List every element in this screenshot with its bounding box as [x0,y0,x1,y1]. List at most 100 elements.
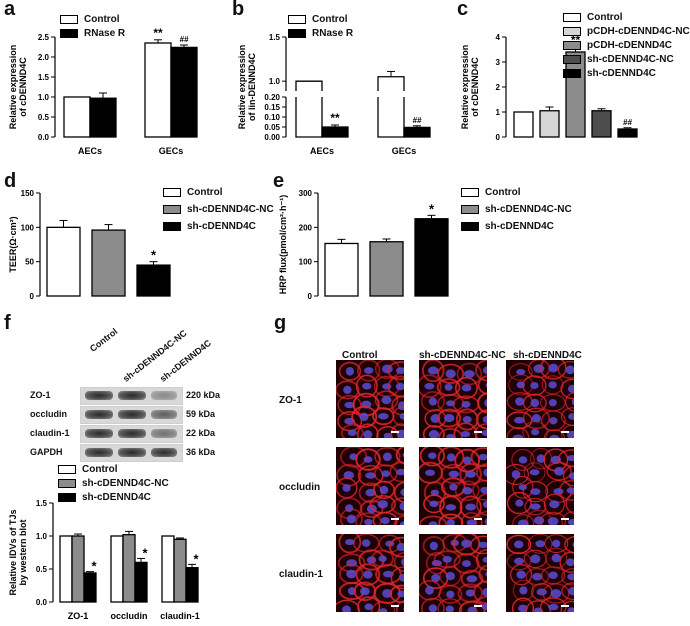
panel-letter-f: f [4,312,11,334]
cell-membrane [540,360,567,380]
nucleus [549,417,558,425]
cell-membrane [437,363,465,384]
legend-swatch [563,12,581,22]
nucleus [397,590,404,598]
nucleus [428,521,438,525]
legend-label: Control [587,11,623,23]
nucleus [548,381,557,389]
nucleus [567,384,574,394]
nucleus [399,412,404,420]
y-tick-label: 0 [308,292,313,301]
nucleus [383,432,392,438]
legend-swatch [563,54,581,64]
nucleus [550,589,562,598]
nucleus [535,540,545,548]
nucleus [396,468,404,476]
nucleus [343,471,354,480]
cell-membrane [561,582,574,601]
nucleus [461,560,472,568]
nucleus [364,603,374,611]
cell-membrane [395,447,404,465]
nucleus [445,571,456,581]
legend-swatch [461,188,479,197]
nucleus [444,414,455,423]
significance-mark: * [91,559,97,574]
grid-row-label: ZO-1 [279,395,302,406]
panel-letter-g: g [274,312,287,334]
nucleus [403,607,404,612]
nucleus [548,363,559,373]
nucleus [515,499,524,507]
nucleus [445,504,457,511]
micrograph [336,447,404,525]
nucleus [429,541,438,551]
micrograph [506,534,574,612]
cell-membrane [510,563,533,586]
cell-membrane [527,534,553,554]
nucleus [446,518,455,525]
bar [122,534,136,603]
cell-membrane [539,511,567,525]
nucleus [529,503,541,510]
nucleus [343,385,352,395]
legend-f: Control sh-cDENND4C-NC sh-cDENND4C [58,462,169,504]
blot-strip [80,444,183,462]
nucleus [465,589,475,597]
nucleus [446,590,455,599]
y-tick-label: 0.20 [264,93,280,102]
y-tick-label: 0.0 [36,598,48,607]
x-tick-label: AECs [310,146,334,156]
legend-item: sh-cDENND4C-NC [563,52,690,66]
legend-swatch [163,205,181,214]
cell-membrane [545,547,568,569]
nucleus [566,487,574,494]
legend-item: sh-cDENND4C [461,218,572,235]
blot-kda: 220 kDa [186,390,221,400]
x-tick-label: AECs [78,146,102,156]
nucleus [400,521,404,525]
legend-item: pCDH-cDENND4C-NC [563,24,690,38]
bar [110,535,124,603]
nucleus [395,382,404,391]
legend-label: sh-cDENND4C-NC [187,204,274,215]
nucleus [345,367,355,376]
nucleus [463,370,475,378]
micrograph-image [419,447,487,525]
cell-membrane [357,596,381,612]
scale-bar [474,431,482,433]
cell-membrane [561,568,574,586]
chart-e: 0 100 200 300 HRP flux(pmol/cm²·h⁻¹) * [278,189,449,301]
cell-membrane [338,534,362,554]
blot-band [151,391,177,400]
y-tick-label: 300 [299,189,313,198]
bar [539,110,560,138]
nucleus [484,398,487,407]
nucleus [445,369,456,379]
nucleus [552,539,561,548]
legend-swatch [60,14,78,24]
cell-membrane [522,407,550,430]
blot-band [85,448,113,457]
cell-membrane [473,580,487,605]
legend-swatch [163,188,181,197]
nucleus [462,486,473,495]
blot-band [118,410,146,419]
micrograph-image [506,447,574,525]
nucleus [344,538,355,546]
nucleus [511,470,521,479]
nucleus [379,608,388,612]
bar [144,42,172,138]
cell-membrane [470,447,487,468]
blot-strip [80,406,183,424]
nucleus [567,607,574,612]
nucleus [347,429,357,436]
nucleus [402,452,404,458]
cell-membrane [472,479,487,501]
nucleus [461,384,472,392]
bar [89,97,117,138]
cell-membrane [475,510,487,525]
nucleus [536,454,546,463]
nucleus [450,539,459,547]
cell-membrane [525,600,551,612]
nucleus [530,398,540,408]
